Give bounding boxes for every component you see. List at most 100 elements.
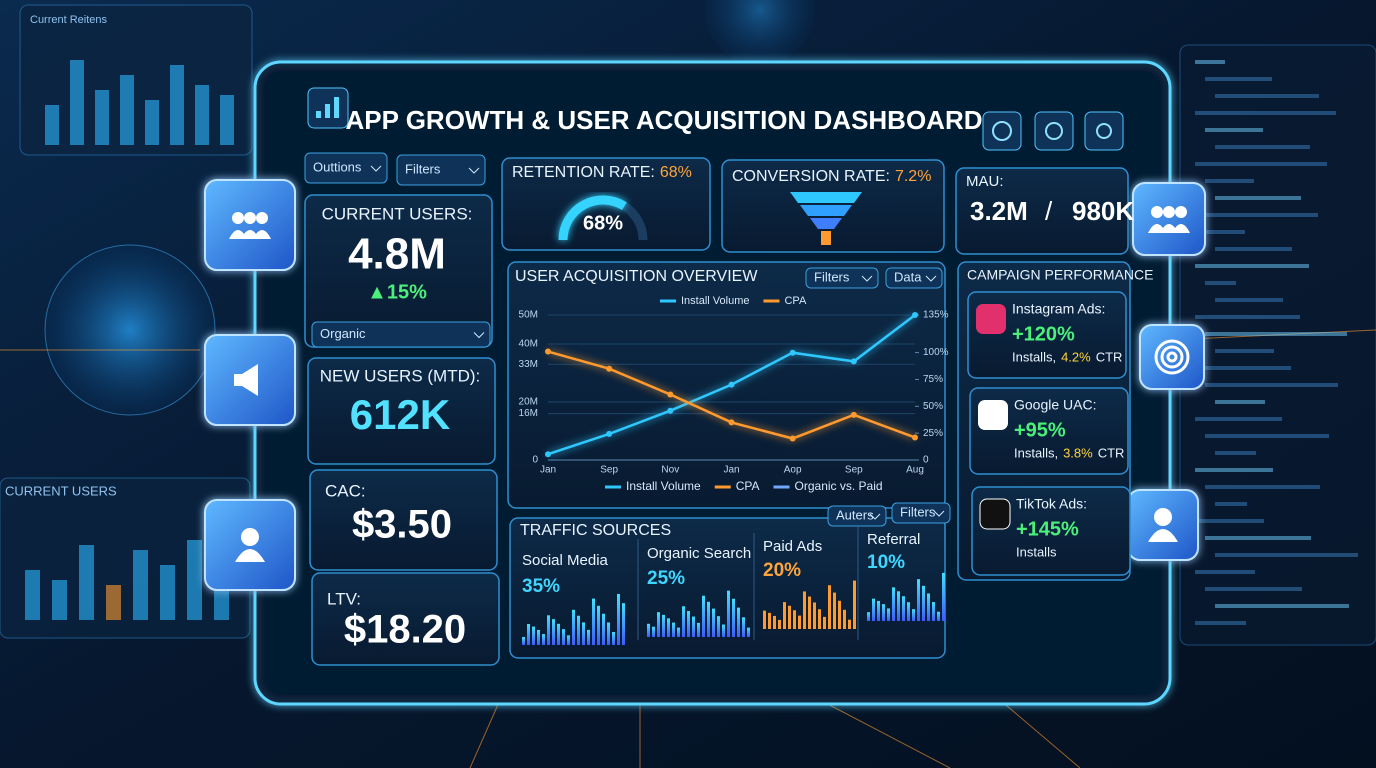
dashboard-title: APP GROWTH & USER ACQUISITION DASHBOARD bbox=[345, 105, 982, 135]
options-button[interactable] bbox=[304, 152, 388, 184]
campaign-ctr: 4.2% bbox=[1061, 349, 1091, 364]
campaign-lift: +95% bbox=[1014, 419, 1066, 441]
sparkline-bar bbox=[602, 613, 605, 645]
sparkline-bar bbox=[617, 593, 620, 645]
sparkline-bar bbox=[667, 618, 670, 637]
sparkline-bar bbox=[932, 602, 935, 621]
header-icon-bar bbox=[325, 104, 330, 118]
kpi-change: ▲15% bbox=[367, 281, 427, 303]
code-line bbox=[1215, 145, 1310, 149]
sparkline-bar bbox=[808, 596, 811, 629]
icon-head bbox=[1175, 206, 1187, 218]
funnel-stage bbox=[800, 205, 852, 216]
background-bar bbox=[187, 540, 202, 620]
card bbox=[309, 469, 498, 571]
segment-dropdown[interactable] bbox=[311, 321, 491, 348]
code-line bbox=[1215, 349, 1274, 353]
code-line bbox=[1195, 570, 1255, 574]
campaign-name: Google UAC: bbox=[1014, 397, 1096, 413]
card bbox=[307, 357, 496, 465]
header-action[interactable] bbox=[982, 111, 1022, 151]
code-line bbox=[1215, 247, 1292, 251]
sparkline-bar bbox=[788, 605, 791, 629]
series-point bbox=[545, 348, 551, 355]
campaign-ctr-unit: CTR bbox=[1098, 445, 1125, 460]
code-line bbox=[1205, 281, 1236, 285]
sparkline-bar bbox=[838, 600, 841, 629]
card bbox=[311, 572, 500, 666]
sparkline-bar bbox=[542, 634, 545, 645]
kpi-value: 68% bbox=[660, 164, 692, 181]
filters-button[interactable] bbox=[396, 154, 486, 186]
y2-tick-label: 135% bbox=[923, 310, 949, 321]
header-action[interactable] bbox=[1084, 111, 1124, 151]
sparkline-bar bbox=[927, 593, 930, 621]
y-tick-label: 16M bbox=[519, 408, 538, 419]
sparkline-bar bbox=[848, 619, 851, 629]
campaign-name: Instagram Ads: bbox=[1012, 301, 1105, 317]
series-point bbox=[606, 430, 613, 437]
chart-filter-dropdown[interactable] bbox=[805, 267, 879, 289]
sparkline-bar bbox=[692, 616, 695, 637]
background-title: CURRENT USERS bbox=[5, 483, 117, 498]
background-title: Current Reitens bbox=[30, 14, 108, 26]
sparkline-bar bbox=[682, 606, 685, 637]
sparkline-bar bbox=[922, 585, 925, 621]
segment-dropdown-label: Organic bbox=[320, 326, 366, 341]
traffic-dropdown-caret bbox=[869, 513, 881, 520]
series-point bbox=[912, 312, 918, 318]
sparkline-bar bbox=[737, 607, 740, 637]
background-bar bbox=[45, 105, 59, 145]
y2-tick-label: 50% bbox=[923, 401, 943, 412]
campaign-metric: Installs bbox=[1016, 544, 1057, 559]
sparkline-bar bbox=[567, 635, 570, 645]
sparkline-bar bbox=[773, 615, 776, 629]
traffic-dropdown[interactable] bbox=[827, 505, 887, 527]
kpi-label: MAU: bbox=[966, 173, 1004, 190]
background-bar bbox=[133, 550, 148, 620]
sparkline-bar bbox=[937, 611, 940, 621]
icon-body bbox=[1172, 224, 1190, 233]
sparkline-bar bbox=[537, 629, 540, 645]
traffic-dropdown[interactable] bbox=[891, 502, 951, 524]
code-line bbox=[1205, 434, 1329, 438]
code-line bbox=[1205, 485, 1320, 489]
background-bar bbox=[106, 585, 121, 620]
sparkline-bar bbox=[607, 622, 610, 645]
options-button-label: Outtions bbox=[313, 159, 362, 174]
legend-label: Install Volume bbox=[681, 295, 749, 307]
sparkline-bar bbox=[763, 610, 766, 629]
code-line bbox=[1215, 451, 1256, 455]
campaign-lift: +145% bbox=[1016, 518, 1079, 540]
sparkline-bar bbox=[917, 579, 920, 621]
campaign-card bbox=[971, 486, 1131, 576]
sparkline-bar bbox=[853, 580, 856, 629]
icon-target bbox=[1160, 345, 1184, 369]
campaign-logo bbox=[979, 498, 1011, 530]
sparkline-bar bbox=[717, 616, 720, 637]
sparkline-bar bbox=[823, 616, 826, 629]
icon-body bbox=[235, 549, 265, 562]
series-point bbox=[667, 407, 674, 414]
chart-data-dropdown[interactable] bbox=[885, 267, 943, 289]
header-icon-bar bbox=[316, 111, 321, 118]
header-action[interactable] bbox=[1034, 111, 1074, 151]
icon-body bbox=[1148, 529, 1178, 542]
background-bar bbox=[160, 565, 175, 620]
sparkline-bar bbox=[778, 619, 781, 629]
background-bar bbox=[70, 60, 84, 145]
card bbox=[955, 167, 1129, 255]
sparkline-bar bbox=[622, 603, 625, 645]
sparkline-bar bbox=[747, 627, 750, 637]
source-share: 20% bbox=[763, 560, 801, 581]
kpi-label: RETENTION RATE: bbox=[512, 164, 655, 181]
code-line bbox=[1215, 196, 1301, 200]
legend-label: Install Volume bbox=[626, 479, 701, 493]
sparkline-bar bbox=[897, 591, 900, 621]
icon-body bbox=[253, 230, 271, 239]
campaign-name: TikTok Ads: bbox=[1016, 496, 1087, 512]
sparkline-bar bbox=[742, 617, 745, 637]
sparkline-bar bbox=[547, 615, 550, 645]
background-bar bbox=[25, 570, 40, 620]
